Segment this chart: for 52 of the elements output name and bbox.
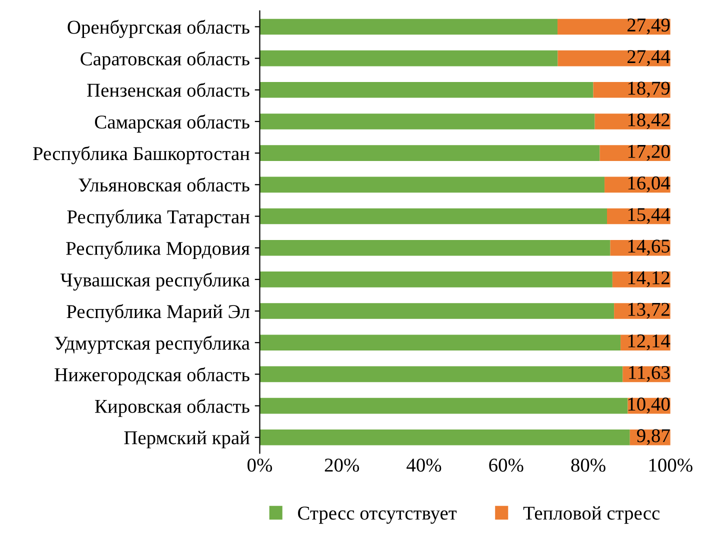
y-tick-label: Республика Мордовия [66,240,250,259]
bar [260,114,595,130]
x-tick-label: 100% [649,458,692,472]
y-tick-label: Пермский край [124,430,250,448]
bar [260,82,594,98]
bar [260,176,605,193]
bar [558,50,670,66]
y-tick-label: Ульяновская область [78,177,250,192]
bar [260,18,558,35]
x-tick-label: 20% [324,458,360,472]
data-label: 15,44 [628,208,670,224]
data-label: 27,49 [628,18,670,34]
y-tick-label: Республика Башкортостан [33,146,250,164]
y-tick-label: Нижегородская область [54,367,250,386]
y-tick-label: Самарская область [94,114,250,133]
legend-label: Тепловой стресс [523,506,660,524]
data-label: 27,44 [628,50,670,66]
data-label: 14,65 [628,240,670,256]
x-tick-label: 0% [248,458,272,472]
data-label: 10,40 [628,398,670,414]
y-tick-label: Кировская область [95,398,250,417]
y-tick-label: Удмуртская республика [54,336,250,354]
bar [260,303,614,319]
data-label: 11,63 [629,366,670,382]
data-label: 17,20 [628,144,670,161]
bar [260,208,608,224]
y-tick-label: Оренбургская область [68,20,250,38]
y-tick-label: Республика Татарстан [67,209,250,228]
data-label: 18,79 [628,82,670,98]
y-tick-label: Пензенская область [87,82,250,97]
data-label: 18,42 [628,113,670,130]
data-label: 14,12 [628,271,670,288]
bar [260,240,610,256]
x-tick-label: 60% [489,458,524,472]
data-label: 9,87 [637,429,670,446]
data-label: 13,72 [628,302,670,319]
bar [260,272,612,288]
y-tick-label: Саратовская область [80,51,250,70]
data-label: 16,04 [628,176,670,192]
x-tick-label: 40% [406,458,442,472]
bar [260,429,630,446]
bar [558,18,670,35]
legend-label: Стресс отсутствует [298,506,457,524]
x-tick-label: 80% [571,458,606,472]
data-label: 12,14 [628,334,670,350]
bar [260,366,623,382]
bar [260,398,628,414]
y-tick-label: Чувашская республика [60,272,250,291]
bar [260,50,558,66]
bar [260,334,621,351]
bar [260,145,600,161]
y-tick-label: Республика Марий Эл [66,304,250,322]
